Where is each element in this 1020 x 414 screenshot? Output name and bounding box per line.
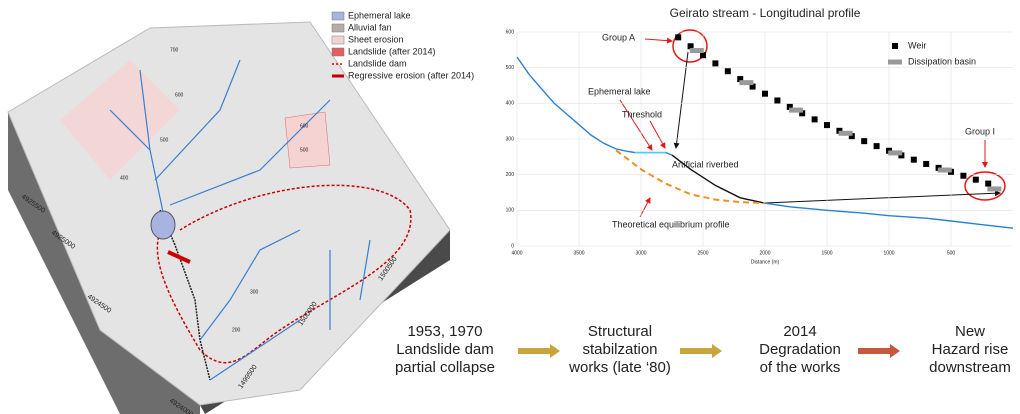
x-tick-label: 3000 — [635, 250, 646, 256]
series-line — [616, 150, 765, 203]
weir-marker — [973, 177, 979, 183]
legend-swatch — [332, 12, 344, 20]
annotation: Group I — [965, 126, 995, 136]
basin-marker — [987, 186, 1001, 191]
legend-swatch — [332, 24, 344, 32]
annotation: Ephemeral lake — [588, 86, 651, 96]
weir-marker — [774, 97, 780, 103]
y-tick-label: 300 — [506, 136, 515, 142]
contour-label: 600 — [300, 123, 309, 129]
contour-label: 400 — [120, 175, 129, 181]
flow-step-text: works (late ‘80) — [568, 359, 671, 376]
weir-marker — [712, 60, 718, 66]
weir-marker — [700, 52, 706, 58]
y-tick-label: 600 — [506, 29, 515, 35]
flow-step-text: Structural — [588, 323, 652, 340]
weir-marker — [824, 122, 830, 128]
flow-step-text: 1953, 1970 — [407, 323, 482, 340]
x-tick-label: 500 — [947, 250, 956, 256]
legend-label: Sheet erosion — [348, 34, 404, 44]
legend-label: Landslide dam — [348, 58, 407, 68]
annotation: Threshold — [622, 109, 662, 119]
legend-swatch — [892, 43, 898, 49]
y-tick-label: 0 — [511, 243, 514, 249]
contour-label: 200 — [232, 327, 241, 333]
contour-label: 600 — [175, 92, 184, 98]
basin-marker — [690, 48, 704, 53]
annotation: Theoretical equilibrium profile — [612, 219, 730, 229]
y-tick-label: 400 — [506, 101, 515, 107]
annotation: Group A — [602, 32, 635, 42]
flow-step-text: stabilzation — [582, 341, 657, 358]
flow-step-text: New — [955, 323, 985, 340]
x-tick-label: 4000 — [511, 250, 522, 256]
weir-marker — [960, 173, 966, 179]
figure: Ephemeral lake Alluvial fan Sheet erosion L… — [0, 0, 1020, 414]
flow-step-text: of the works — [760, 359, 841, 376]
flow-step-text: Hazard rise — [932, 341, 1009, 358]
legend-label: Ephemeral lake — [348, 10, 411, 20]
contour-label: 700 — [170, 47, 179, 53]
annotation: Artificial riverbed — [672, 159, 739, 169]
x-tick-label: 3500 — [573, 250, 584, 256]
weir-marker — [911, 157, 917, 163]
contour-label: 500 — [300, 147, 309, 153]
x-tick-label: 2500 — [697, 250, 708, 256]
y-tick-label: 200 — [506, 172, 515, 178]
x-tick-label: 1000 — [883, 250, 894, 256]
y-tick-label: 500 — [506, 65, 515, 71]
weir-marker — [874, 143, 880, 149]
basin-marker — [888, 150, 902, 155]
x-tick-label: 2000 — [759, 250, 770, 256]
basin-marker — [938, 168, 952, 173]
weir-marker — [675, 34, 681, 40]
y-tick-label: 100 — [506, 208, 515, 214]
weir-marker — [985, 181, 991, 187]
basin-marker — [839, 131, 853, 136]
flow-step-text: Degradation — [759, 341, 841, 358]
flow-step-text: 2014 — [783, 323, 816, 340]
legend-label: Regressive erosion (after 2014) — [348, 70, 474, 80]
legend-swatch — [332, 48, 344, 56]
weir-marker — [812, 116, 818, 122]
contour-label: 500 — [160, 137, 169, 143]
x-axis-label: Distance (m) — [751, 259, 780, 265]
flow-step-text: partial collapse — [395, 359, 495, 376]
legend-label: Dissipation basin — [908, 56, 976, 66]
weir-marker — [861, 138, 867, 144]
weir-marker — [762, 91, 768, 97]
contour-label: 300 — [250, 289, 259, 295]
chart-title: Geirato stream - Longitudinal profile — [670, 6, 861, 20]
basin-marker — [789, 108, 803, 113]
x-tick-label: 1500 — [821, 250, 832, 256]
flow-step-text: downstream — [929, 359, 1011, 376]
legend-swatch — [332, 36, 344, 44]
flow-step-text: Landslide dam — [396, 341, 494, 358]
legend-swatch — [888, 60, 902, 65]
weir-marker — [923, 161, 929, 167]
weir-marker — [725, 68, 731, 74]
legend-label: Alluvial fan — [348, 22, 392, 32]
terrain — [8, 22, 450, 414]
legend-label: Weir — [908, 40, 926, 50]
basin-marker — [739, 80, 753, 85]
flow-arrows — [518, 344, 900, 358]
legend-label: Landslide (after 2014) — [348, 46, 436, 56]
